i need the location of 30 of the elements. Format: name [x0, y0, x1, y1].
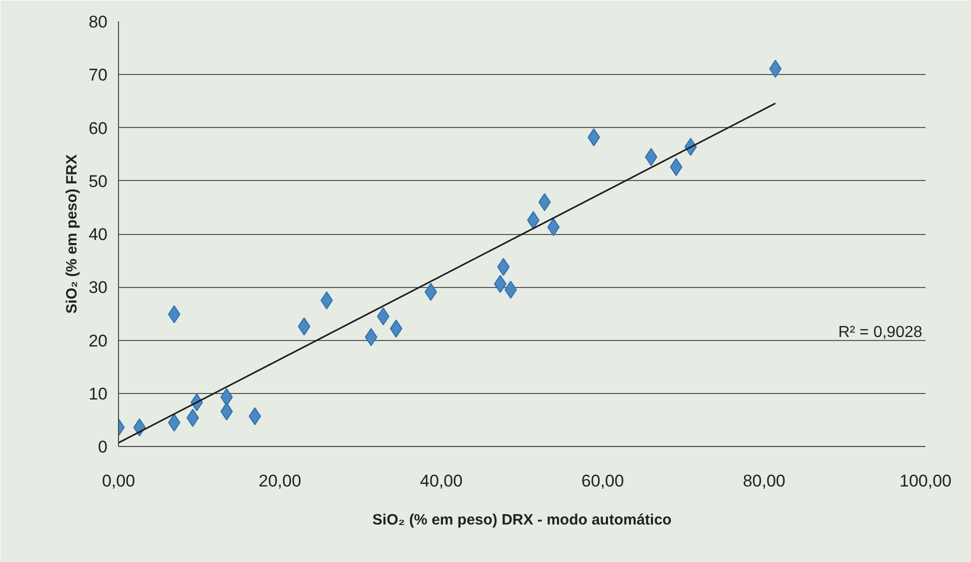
annotation: R² = 0,9028	[838, 324, 922, 341]
point	[644, 148, 658, 166]
y-axis-title: SiO₂ (% em peso) FRX	[64, 154, 81, 314]
x-tick-label: 80,00	[742, 472, 786, 490]
y-tick-label: 70	[88, 66, 108, 85]
point	[670, 158, 682, 176]
point	[364, 328, 378, 346]
y-tick-label: 60	[88, 118, 108, 138]
y-tick-label: 30	[88, 278, 108, 298]
y-tick-label: 0	[98, 438, 108, 456]
point	[248, 407, 262, 426]
point	[769, 60, 782, 78]
point	[547, 218, 560, 236]
x-tick-label: 60,00	[581, 472, 624, 490]
point	[220, 388, 233, 406]
x-tick-label: 20,00	[258, 472, 302, 490]
y-tick-label: 80	[88, 12, 108, 32]
point	[390, 320, 402, 338]
x-tick-label: 100,00	[900, 472, 952, 490]
y-tick-label: 40	[88, 225, 108, 244]
point	[298, 317, 310, 336]
x-axis-title: SiO₂ (% em peso) DRX - modo automático	[372, 512, 672, 528]
y-tick-label: 20	[88, 331, 108, 350]
point	[220, 402, 233, 420]
y-tick-label: 10	[88, 384, 108, 404]
point	[497, 258, 510, 276]
y-tick-label: 50	[88, 172, 108, 191]
point	[538, 193, 551, 212]
x-tick-label: 0,00	[102, 472, 136, 490]
x-tick-label: 40,00	[420, 472, 463, 490]
